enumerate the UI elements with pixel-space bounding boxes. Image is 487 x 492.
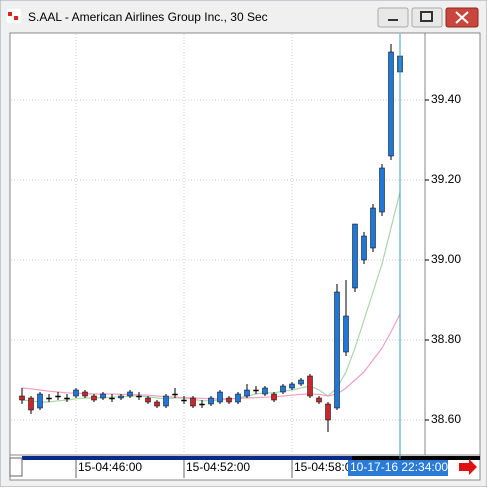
candle-body: [334, 291, 340, 409]
candle-body: [325, 403, 331, 421]
candle-body: [55, 395, 61, 398]
candle-body: [253, 389, 259, 392]
x-tick-label: 15-04:58:00: [294, 460, 358, 474]
candle-body: [100, 393, 106, 399]
candle-body: [352, 223, 358, 289]
candle-body: [136, 395, 142, 398]
candle-body: [91, 395, 97, 401]
candle-body: [154, 401, 160, 407]
candle-body: [370, 207, 376, 249]
candle-body: [172, 393, 178, 396]
candle-body: [82, 391, 88, 397]
close-icon: [455, 11, 469, 24]
candle-body: [226, 397, 232, 403]
scroll-box[interactable]: [9, 457, 23, 477]
app-icon: [14, 16, 18, 20]
candle-body: [289, 383, 295, 389]
candle-body: [199, 403, 205, 406]
crosshair-label-bg: [348, 460, 448, 476]
candle-body: [388, 51, 394, 157]
candle-body: [271, 393, 277, 401]
window-title: S.AAL - American Airlines Group Inc., 30…: [28, 10, 268, 24]
scroll-right-arrow[interactable]: [459, 459, 477, 475]
app-icon: [8, 12, 12, 16]
candle-body: [190, 397, 196, 407]
candle-body: [307, 375, 313, 397]
y-tick-label: 39.20: [431, 172, 461, 186]
candle-body: [361, 235, 367, 261]
candle-body: [181, 399, 187, 402]
candle-body: [46, 397, 52, 400]
candle-body: [19, 395, 25, 401]
y-tick-label: 38.60: [431, 412, 461, 426]
minimize-button[interactable]: [377, 7, 409, 28]
candle-body: [280, 385, 286, 393]
scroll-track: [352, 456, 480, 460]
y-tick-label: 39.00: [431, 252, 461, 266]
candle-body: [73, 389, 79, 397]
candle-body: [118, 395, 124, 399]
candle-body: [145, 397, 151, 403]
candle-body: [28, 397, 34, 411]
price-axis: [424, 32, 481, 456]
candle-body: [235, 393, 241, 403]
candle-body: [343, 315, 349, 353]
y-tick-label: 38.80: [431, 332, 461, 346]
candle-body: [64, 397, 70, 400]
candle-body: [316, 397, 322, 403]
candle-body: [244, 389, 250, 397]
maximize-icon: [420, 11, 433, 22]
scroll-bar[interactable]: [22, 456, 352, 460]
candle-body: [109, 397, 115, 400]
candle-body: [217, 391, 223, 403]
candle-body: [262, 387, 268, 395]
y-tick-label: 39.40: [431, 92, 461, 106]
x-tick-label: 15-04:46:00: [78, 460, 142, 474]
candle-body: [37, 393, 43, 409]
maximize-button[interactable]: [411, 7, 443, 28]
candle-body: [208, 397, 214, 405]
candle-body: [298, 379, 304, 385]
candle-body: [127, 391, 133, 397]
candle-body: [163, 395, 169, 407]
crosshair-label: 10-17-16 22:34:00: [350, 460, 448, 474]
candle-body: [379, 167, 385, 213]
x-tick-label: 15-04:52:00: [186, 460, 250, 474]
